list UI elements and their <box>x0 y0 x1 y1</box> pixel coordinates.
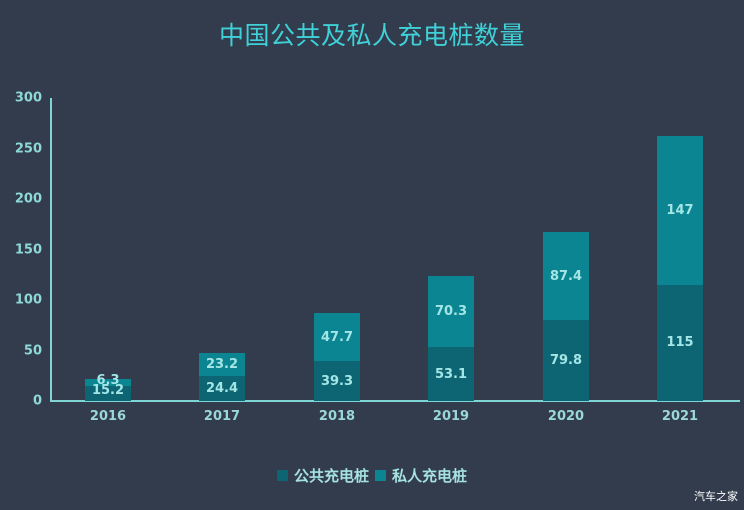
watermark: 汽车之家 <box>694 490 738 503</box>
y-tick-label: 100 <box>14 292 42 308</box>
legend: 公共充电桩 私人充电桩 <box>0 465 744 486</box>
x-tick-label: 2020 <box>547 409 585 424</box>
legend-label-public: 公共充电桩 <box>293 467 369 485</box>
y-tick-label: 300 <box>14 90 42 106</box>
data-label-public: 39.3 <box>320 373 354 389</box>
y-tick-label: 150 <box>14 242 42 257</box>
x-tick-label: 2016 <box>89 409 127 424</box>
y-tick-label: 0 <box>32 393 42 409</box>
x-tick-label: 2021 <box>661 409 699 424</box>
bar-segment-public[interactable]: 24.4 <box>199 376 245 401</box>
bar-segment-private[interactable]: 70.3 <box>428 276 474 348</box>
data-label-private: 70.3 <box>434 304 468 320</box>
data-label-public: 24.4 <box>205 381 239 397</box>
bar-segment-public[interactable]: 53.1 <box>428 347 474 401</box>
y-tick-label: 200 <box>14 191 42 207</box>
y-axis-line <box>50 98 52 401</box>
data-label-private: 147 <box>666 203 694 219</box>
x-tick-label: 2018 <box>318 409 356 424</box>
x-axis-line <box>50 400 740 402</box>
bar-2017[interactable]: 23.2 24.4 <box>199 352 245 401</box>
data-label-public: 79.8 <box>549 353 583 369</box>
y-tick-label: 50 <box>23 343 42 358</box>
chart-title: 中国公共及私人充电桩数量 <box>218 21 525 50</box>
data-label-public: 115 <box>666 335 694 351</box>
bar-segment-private[interactable]: 47.7 <box>314 313 360 362</box>
bar-segment-public[interactable]: 15.2 <box>85 382 131 401</box>
legend-item-private[interactable]: 私人充电桩 <box>375 465 467 486</box>
legend-swatch-private <box>375 470 386 481</box>
x-tick-label: 2017 <box>203 409 241 424</box>
bar-2020[interactable]: 87.4 79.8 <box>543 232 589 401</box>
data-label-private: 23.2 <box>205 357 239 373</box>
y-tick-label: 250 <box>14 141 42 156</box>
bar-segment-private[interactable]: 23.2 <box>199 352 245 377</box>
data-label-public: 15.2 <box>91 382 125 398</box>
bar-segment-private[interactable]: 87.4 <box>543 232 589 321</box>
data-label-private: 47.7 <box>320 329 354 345</box>
bar-segment-private[interactable]: 6.3 <box>85 373 131 388</box>
legend-item-public[interactable]: 公共充电桩 <box>276 465 369 486</box>
x-tick-label: 2019 <box>432 409 470 424</box>
legend-swatch-public <box>276 470 288 481</box>
bar-2018[interactable]: 47.7 39.3 <box>314 313 360 401</box>
bar-2016[interactable]: 6.3 15.2 <box>85 373 131 401</box>
data-label-private: 6.3 <box>96 372 120 388</box>
legend-label-private: 私人充电桩 <box>392 467 468 485</box>
bar-segment-public[interactable]: 79.8 <box>543 320 589 401</box>
data-label-private: 87.4 <box>549 268 583 284</box>
bar-2021[interactable]: 147 115 <box>657 136 703 401</box>
bar-segment-public[interactable]: 115 <box>657 284 703 401</box>
bar-segment-private[interactable]: 147 <box>657 136 703 285</box>
data-label-public: 53.1 <box>434 366 468 382</box>
bar-2019[interactable]: 70.3 53.1 <box>428 276 474 401</box>
bar-segment-public[interactable]: 39.3 <box>314 361 360 401</box>
